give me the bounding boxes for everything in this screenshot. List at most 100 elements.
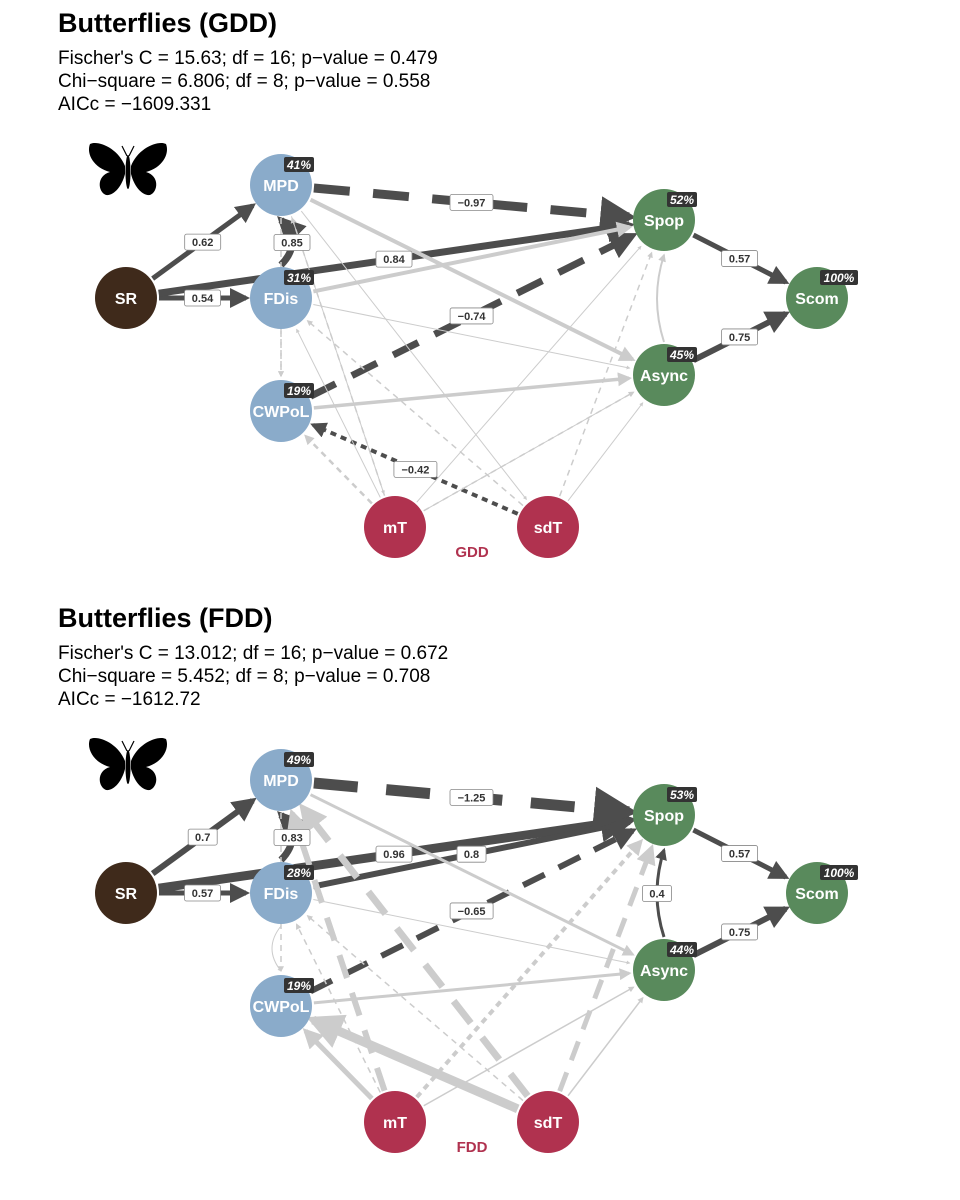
svg-text:0.7: 0.7 [195,832,210,844]
path-diagram: 0.70.570.96 0.80.83−1.25−0.650.40.570.75S… [88,737,858,1156]
node-label: Scom [795,291,839,308]
svg-text:0.57: 0.57 [729,254,750,266]
svg-text:0.84: 0.84 [383,254,405,266]
node-mpd: MPD 41% [250,154,314,216]
svg-text:0.62: 0.62 [192,237,213,249]
edge-mpd-async [309,793,635,956]
edge-fdis-async [313,899,631,965]
edges [151,183,791,516]
edge-mt-cwpol [302,1028,374,1101]
svg-text:−1.25: −1.25 [458,792,486,804]
coefficient-labels: 0.7 0.57 0.96 0.8 0.83 −1.25 −0.65 0.4 0.57 0.75 [184,789,759,941]
edge-mt-mpd [290,217,386,496]
edge-mpd-async [309,197,636,362]
svg-text:52%: 52% [670,193,694,207]
node-label: sdT [534,1115,563,1132]
node-fdis: FDis 28% [250,862,314,924]
node-label: Scom [795,886,839,903]
coefficient-label: 0.54 [184,289,221,307]
node-scom: Scom 100% [786,862,858,924]
fischer-c-stat: Fischer's C = 15.63; df = 16; p−value = … [58,48,438,69]
chi-square-stat: Chi−square = 6.806; df = 8; p−value = 0.… [58,71,431,92]
r2-badge: 52% [667,192,697,207]
panel-title: Butterflies (FDD) [58,603,273,633]
r2-badge: 49% [284,752,314,767]
edge-mpd-sdt [300,210,527,501]
edge-sdt-async [567,402,644,502]
svg-text:0.85: 0.85 [281,238,302,250]
coefficient-label: 0.96 [375,845,413,863]
svg-text:28%: 28% [286,866,311,880]
svg-text:0.75: 0.75 [729,332,750,344]
r2-badge: 19% [284,383,314,398]
svg-text:0.8: 0.8 [464,849,479,861]
r2-badge: 100% [820,270,858,285]
node-label: Async [640,368,688,385]
coefficient-label: −0.65 [449,902,494,920]
svg-text:0.75: 0.75 [729,927,750,939]
svg-text:100%: 100% [824,271,855,285]
node-cwpol: CWPoL 19% [250,380,314,442]
node-label: CWPoL [253,404,310,421]
panel-gdd: 0.62 0.54 0.84 0.85 −0.97 −0.74 −0.42 0.57 0.75 S… [58,8,858,561]
edge-mt-cwpol [304,434,373,505]
edge-sdt-async [567,996,644,1097]
node-sdt: sdT [517,1091,579,1153]
nodes: SR MPD 49% FDis 28% CWPoL 19% Spop 53% Async 44% Sc… [95,749,858,1153]
panel-fdd: 0.7 0.57 0.96 0.8 0.83 −1.25 −0.65 0.4 0.57 0.75 S… [0,595,960,1195]
coefficient-label: 0.75 [721,328,759,346]
coefficient-label: 0.57 [721,845,759,862]
node-cwpol: CWPoL 19% [250,975,314,1037]
temperature-metric-tag: GDD [455,544,489,561]
node-label: SR [115,886,138,903]
node-label: Spop [644,808,684,825]
edge-sdt-spop [557,843,656,1093]
node-label: Async [640,963,688,980]
edge-mt-async [423,391,635,512]
coefficient-label: −0.74 [449,307,494,325]
svg-text:−0.74: −0.74 [458,311,487,323]
nodes: SR MPD 41% FDis 31% CWPoL 19% Spop 52% Async 45% Sc… [95,154,858,558]
svg-text:0.57: 0.57 [729,849,750,861]
svg-text:19%: 19% [287,384,311,398]
edge-fdis-cwpol [271,925,282,972]
r2-badge: 100% [820,865,858,880]
butterfly-icon [88,737,168,791]
r2-badge: 53% [667,787,697,802]
edge-mt-mpd [286,808,388,1092]
aicc-stat: AICc = −1612.72 [58,689,201,710]
coefficient-label: −1.25 [449,789,494,806]
node-label: SR [115,291,138,308]
svg-text:0.54: 0.54 [192,293,214,305]
edge-sdt-cwpol [306,1014,520,1113]
node-label: MPD [263,773,299,790]
edge-mt-fdis [296,328,381,498]
edge-sdt-fdis [306,915,524,1102]
chi-square-stat: Chi−square = 5.452; df = 8; p−value = 0.… [58,666,431,687]
coefficient-label: 0.8 [456,845,487,863]
path-diagram: 0.620.540.840.85−0.97−0.74−0.420.570.75S… [88,142,858,561]
node-mpd: MPD 49% [250,749,314,811]
coefficient-label: 0.83 [273,829,311,846]
node-label: CWPoL [253,999,310,1016]
node-label: sdT [534,520,563,537]
edge-mt-fdis [295,923,381,1093]
coefficient-label: 0.4 [642,885,672,902]
node-spop: Spop 52% [633,189,697,251]
svg-text:44%: 44% [669,943,694,957]
edge-async-spop [656,253,666,343]
r2-badge: 44% [667,942,697,957]
edge-fdis-spop [312,221,633,294]
r2-badge: 41% [284,157,314,172]
temperature-metric-tag: FDD [457,1139,488,1156]
node-sdt: sdT [517,496,579,558]
edge-mt-spop [416,245,642,503]
coefficient-label: 0.75 [721,923,759,941]
coefficient-label: −0.97 [449,194,494,211]
node-label: MPD [263,178,299,195]
edge-mpd-spop [313,183,637,233]
r2-badge: 45% [667,347,697,362]
butterfly-icon [88,142,168,196]
node-mt: mT [364,1091,426,1153]
coefficient-label: 0.57 [721,250,759,267]
